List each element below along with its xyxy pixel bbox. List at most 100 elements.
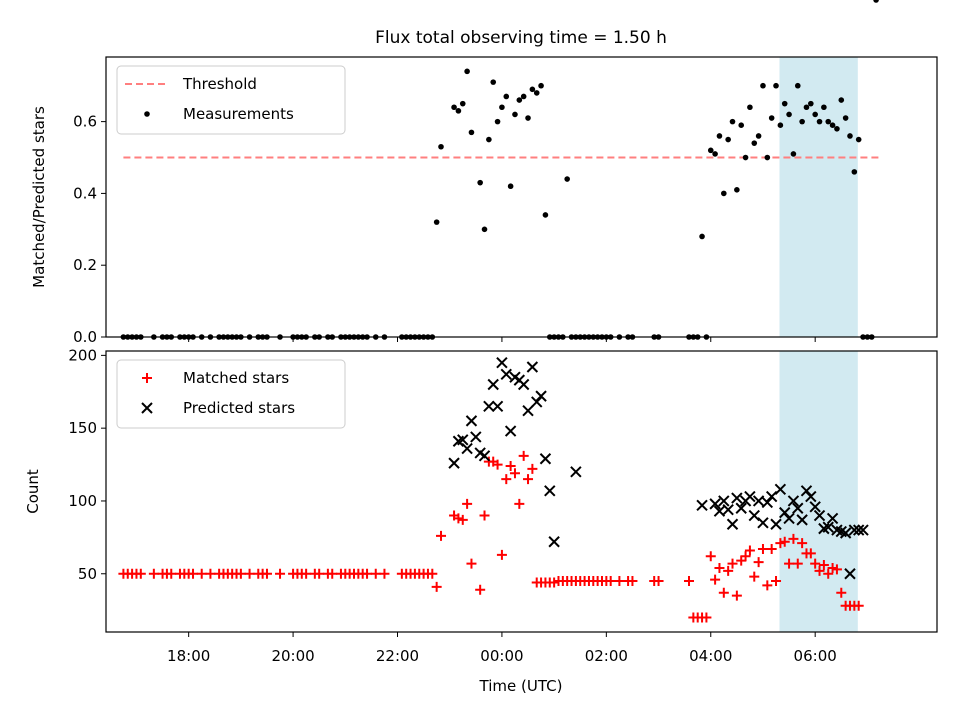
data-point <box>723 565 734 576</box>
x-axis-label: Time (UTC) <box>479 677 563 695</box>
data-point <box>770 518 782 530</box>
data-point <box>829 122 836 129</box>
data-point <box>496 356 508 369</box>
data-point <box>526 361 539 373</box>
x-tick-label: 20:00 <box>271 647 314 665</box>
data-point <box>544 485 556 497</box>
data-point <box>710 574 721 585</box>
series-matched-stars <box>118 451 864 623</box>
data-point <box>696 499 708 512</box>
data-point <box>855 136 862 143</box>
data-point <box>751 140 758 146</box>
data-point <box>831 564 842 575</box>
data-point <box>853 600 864 611</box>
data-point <box>539 453 552 465</box>
data-point <box>752 495 765 507</box>
y-axis-label: Matched/Predicted stars <box>30 106 48 288</box>
data-point <box>873 0 879 3</box>
data-point <box>805 548 816 559</box>
plot-frame <box>105 350 938 633</box>
data-point <box>777 122 784 129</box>
data-point <box>783 512 795 525</box>
data-point <box>542 212 549 218</box>
data-point <box>514 498 525 509</box>
data-point <box>768 115 775 121</box>
data-point <box>790 151 797 157</box>
data-point <box>753 557 764 568</box>
data-point <box>749 571 760 582</box>
data-point <box>699 233 705 240</box>
plot-frame <box>105 56 938 338</box>
data-point <box>757 544 768 555</box>
data-point <box>812 111 818 118</box>
data-point <box>731 492 743 504</box>
data-point <box>712 151 718 157</box>
data-point <box>792 558 803 569</box>
data-point <box>490 79 497 85</box>
data-point <box>453 513 464 524</box>
legend-dot-marker <box>144 111 150 117</box>
legend-x-marker <box>141 402 153 414</box>
data-point <box>462 498 473 509</box>
data-point <box>503 93 510 100</box>
data-point <box>827 562 838 573</box>
series-measurements <box>120 0 879 340</box>
data-point <box>478 450 491 462</box>
data-point <box>735 502 747 514</box>
data-point <box>773 82 779 89</box>
data-point <box>705 551 716 562</box>
data-point <box>796 514 808 526</box>
data-point <box>507 183 514 190</box>
data-point <box>809 501 821 513</box>
data-point <box>701 612 712 623</box>
x-tick-label: 18:00 <box>167 647 210 665</box>
data-point <box>736 555 747 566</box>
data-point <box>755 133 762 139</box>
data-point <box>205 568 216 579</box>
legend-label: Measurements <box>183 105 294 123</box>
legend-plus-marker <box>142 373 152 383</box>
data-point <box>496 549 507 560</box>
data-point <box>816 118 823 125</box>
data-point <box>327 568 338 579</box>
y-tick-label: 0.2 <box>73 256 97 274</box>
data-point <box>851 169 858 175</box>
data-point <box>731 590 742 601</box>
data-point <box>810 558 821 569</box>
x-tick-label: 04:00 <box>689 647 732 665</box>
data-point <box>509 468 520 479</box>
data-point <box>742 154 749 161</box>
data-point <box>714 562 725 573</box>
data-point <box>427 568 438 579</box>
data-point <box>844 568 856 580</box>
data-point <box>805 490 817 503</box>
data-point <box>684 576 695 587</box>
data-point <box>487 378 499 391</box>
data-point <box>433 219 440 225</box>
data-point <box>707 147 714 154</box>
y-tick-label: 100 <box>68 492 97 510</box>
data-point <box>826 512 839 525</box>
data-point <box>757 517 769 529</box>
chart-title: Flux total observing time = 1.50 h <box>375 28 667 48</box>
legend-label: Matched stars <box>183 369 289 387</box>
data-point <box>483 400 495 413</box>
data-point <box>275 568 286 579</box>
data-point <box>825 118 832 125</box>
data-point <box>379 568 390 579</box>
legend-box <box>116 65 346 135</box>
data-point <box>614 576 625 587</box>
data-point <box>466 558 477 569</box>
data-point <box>784 558 795 569</box>
y-tick-label: 200 <box>68 346 97 364</box>
data-point <box>852 524 865 536</box>
data-point <box>800 485 813 497</box>
data-point <box>436 530 447 541</box>
data-point <box>771 576 782 587</box>
data-point <box>523 474 534 485</box>
data-point <box>721 190 727 197</box>
data-point <box>535 390 547 402</box>
data-point <box>564 176 570 182</box>
data-point <box>834 125 840 132</box>
